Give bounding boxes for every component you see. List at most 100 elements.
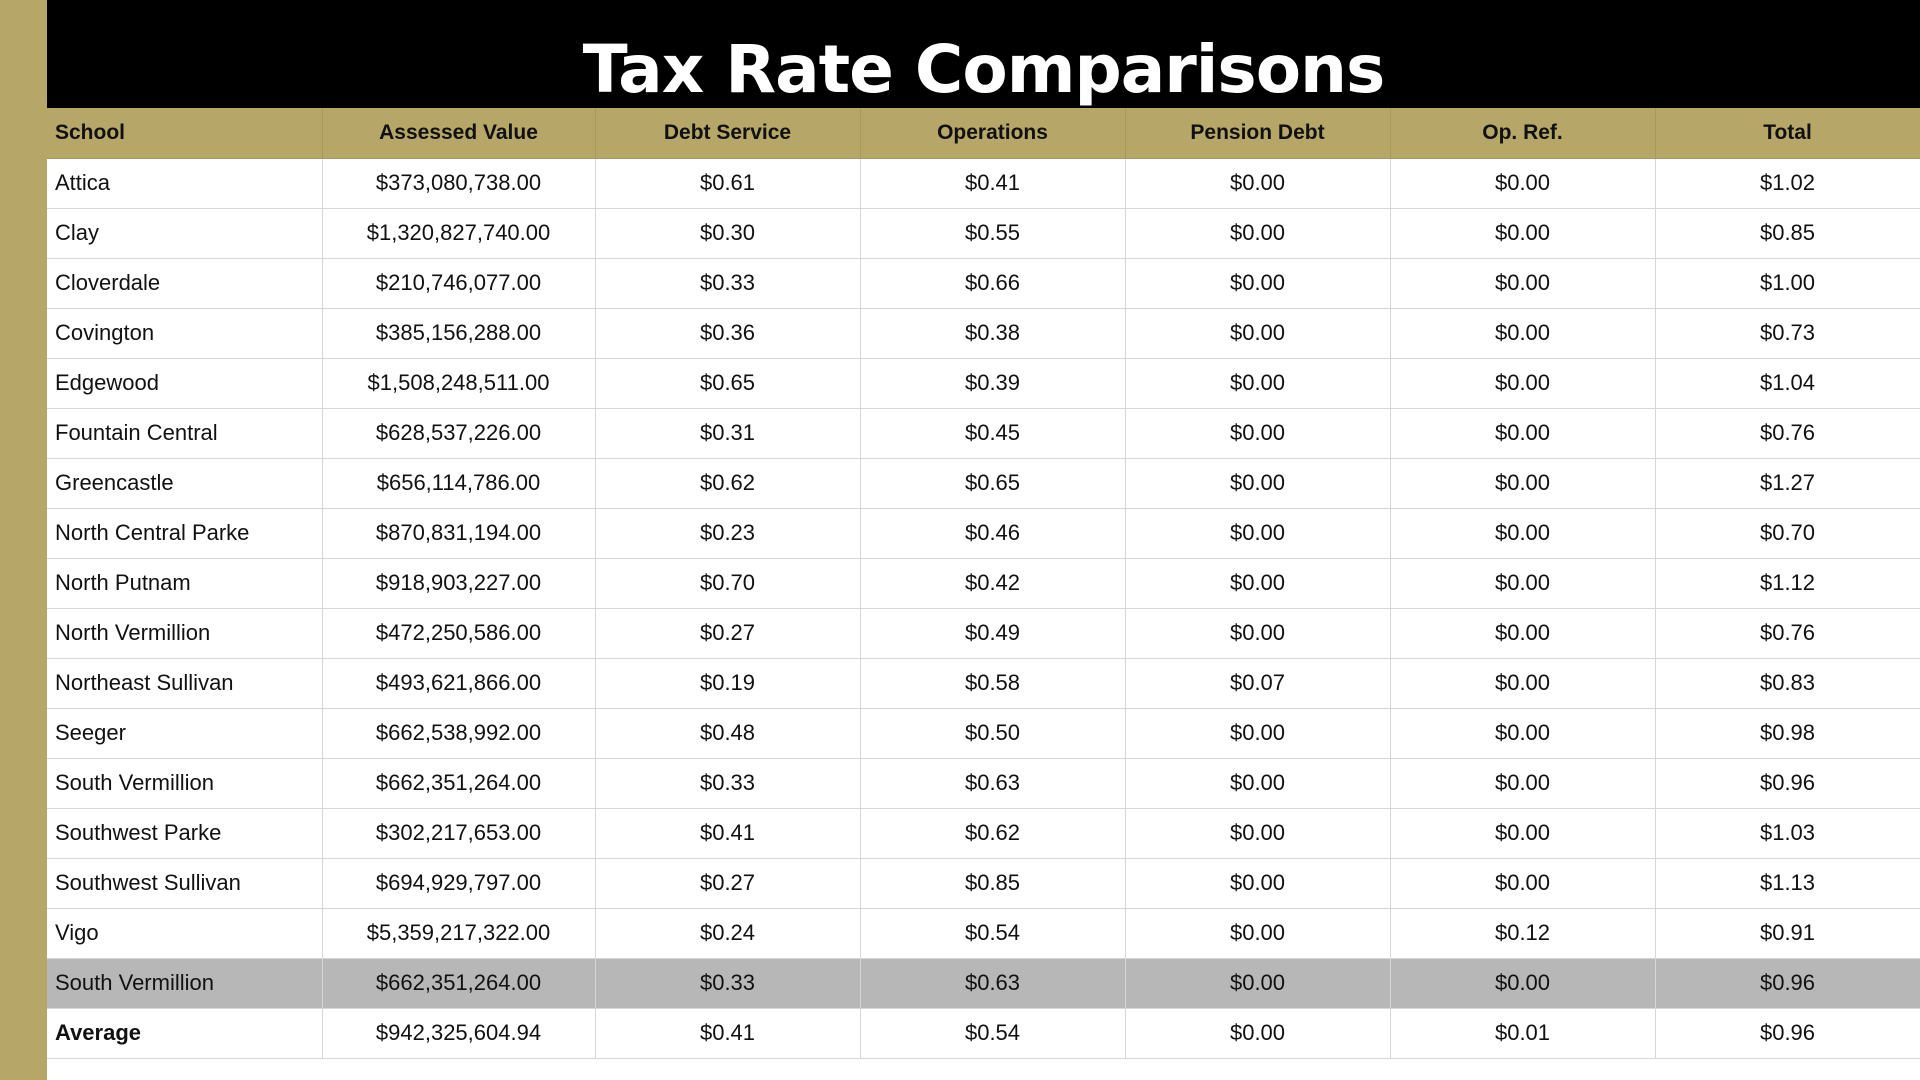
operations-cell: $0.54 <box>860 1008 1126 1059</box>
debt-service-cell: $0.24 <box>595 908 861 959</box>
pension-debt-cell: $0.00 <box>1125 508 1391 559</box>
operations-cell: $0.63 <box>860 758 1126 809</box>
table-row: Seeger $662,538,992.00 $0.48 $0.50 $0.00 $0.0… <box>47 708 1920 759</box>
school-cell: North Central Parke <box>47 508 323 559</box>
pension-debt-cell: $0.00 <box>1125 608 1391 659</box>
op-ref-cell: $0.00 <box>1390 158 1656 209</box>
total-cell: $0.96 <box>1655 1008 1920 1059</box>
assessed-value-cell: $628,537,226.00 <box>322 408 596 459</box>
table-row-highlighted: South Vermillion $662,351,264.00 $0.33 $0.6… <box>47 958 1920 1009</box>
operations-cell: $0.62 <box>860 808 1126 859</box>
school-cell: South Vermillion <box>47 958 323 1009</box>
assessed-value-cell: $662,538,992.00 <box>322 708 596 759</box>
table-row: Attica $373,080,738.00 $0.61 $0.41 $0.00 $0.0… <box>47 158 1920 209</box>
pension-debt-cell: $0.00 <box>1125 1008 1391 1059</box>
assessed-value-cell: $1,508,248,511.00 <box>322 358 596 409</box>
table-row: North Putnam $918,903,227.00 $0.70 $0.42 $0.… <box>47 558 1920 609</box>
school-cell: Southwest Parke <box>47 808 323 859</box>
school-cell: Greencastle <box>47 458 323 509</box>
op-ref-cell: $0.00 <box>1390 658 1656 709</box>
operations-cell: $0.46 <box>860 508 1126 559</box>
table-row: Cloverdale $210,746,077.00 $0.33 $0.66 $0.00… <box>47 258 1920 309</box>
operations-cell: $0.55 <box>860 208 1126 259</box>
assessed-value-cell: $662,351,264.00 <box>322 758 596 809</box>
total-cell: $0.73 <box>1655 308 1920 359</box>
total-cell: $1.27 <box>1655 458 1920 509</box>
debt-service-cell: $0.65 <box>595 358 861 409</box>
school-cell: Seeger <box>47 708 323 759</box>
school-cell: Vigo <box>47 908 323 959</box>
assessed-value-cell: $918,903,227.00 <box>322 558 596 609</box>
op-ref-cell: $0.00 <box>1390 508 1656 559</box>
assessed-value-cell: $472,250,586.00 <box>322 608 596 659</box>
column-header-pension-debt: Pension Debt <box>1125 108 1391 159</box>
pension-debt-cell: $0.00 <box>1125 858 1391 909</box>
table-row: Edgewood $1,508,248,511.00 $0.65 $0.39 $0.00… <box>47 358 1920 409</box>
table-row: Fountain Central $628,537,226.00 $0.31 $0.4… <box>47 408 1920 459</box>
column-header-total: Total <box>1655 108 1920 159</box>
operations-cell: $0.58 <box>860 658 1126 709</box>
operations-cell: $0.49 <box>860 608 1126 659</box>
debt-service-cell: $0.62 <box>595 458 861 509</box>
assessed-value-cell: $385,156,288.00 <box>322 308 596 359</box>
table-row: North Central Parke $870,831,194.00 $0.23 $… <box>47 508 1920 559</box>
pension-debt-cell: $0.07 <box>1125 658 1391 709</box>
pension-debt-cell: $0.00 <box>1125 758 1391 809</box>
operations-cell: $0.41 <box>860 158 1126 209</box>
total-cell: $0.96 <box>1655 958 1920 1009</box>
table-row: South Vermillion $662,351,264.00 $0.33 $0.6… <box>47 758 1920 809</box>
assessed-value-cell: $656,114,786.00 <box>322 458 596 509</box>
debt-service-cell: $0.31 <box>595 408 861 459</box>
column-header-operations: Operations <box>860 108 1126 159</box>
table-row: North Vermillion $472,250,586.00 $0.27 $0.4… <box>47 608 1920 659</box>
title-banner <box>47 0 1920 108</box>
left-accent-bar <box>0 0 47 1080</box>
total-cell: $0.70 <box>1655 508 1920 559</box>
total-cell: $1.00 <box>1655 258 1920 309</box>
debt-service-cell: $0.61 <box>595 158 861 209</box>
op-ref-cell: $0.00 <box>1390 708 1656 759</box>
pension-debt-cell: $0.00 <box>1125 358 1391 409</box>
table-row: Covington $385,156,288.00 $0.36 $0.38 $0.00 $… <box>47 308 1920 359</box>
pension-debt-cell: $0.00 <box>1125 308 1391 359</box>
total-cell: $0.83 <box>1655 658 1920 709</box>
op-ref-cell: $0.00 <box>1390 558 1656 609</box>
total-cell: $1.12 <box>1655 558 1920 609</box>
operations-cell: $0.85 <box>860 858 1126 909</box>
total-cell: $0.76 <box>1655 608 1920 659</box>
pension-debt-cell: $0.00 <box>1125 958 1391 1009</box>
operations-cell: $0.66 <box>860 258 1126 309</box>
column-header-school: School <box>47 108 323 159</box>
pension-debt-cell: $0.00 <box>1125 458 1391 509</box>
school-cell: South Vermillion <box>47 758 323 809</box>
table-row-average: Average $942,325,604.94 $0.41 $0.54 $0.00 $0.… <box>47 1008 1920 1059</box>
op-ref-cell: $0.00 <box>1390 858 1656 909</box>
school-cell: North Putnam <box>47 558 323 609</box>
table-row: Clay $1,320,827,740.00 $0.30 $0.55 $0.00 $0.0… <box>47 208 1920 259</box>
assessed-value-cell: $662,351,264.00 <box>322 958 596 1009</box>
assessed-value-cell: $302,217,653.00 <box>322 808 596 859</box>
column-header-debt-service: Debt Service <box>595 108 861 159</box>
assessed-value-cell: $870,831,194.00 <box>322 508 596 559</box>
debt-service-cell: $0.41 <box>595 1008 861 1059</box>
pension-debt-cell: $0.00 <box>1125 208 1391 259</box>
op-ref-cell: $0.00 <box>1390 208 1656 259</box>
school-cell: Clay <box>47 208 323 259</box>
debt-service-cell: $0.27 <box>595 858 861 909</box>
pension-debt-cell: $0.00 <box>1125 908 1391 959</box>
assessed-value-cell: $694,929,797.00 <box>322 858 596 909</box>
school-cell: Northeast Sullivan <box>47 658 323 709</box>
total-cell: $1.04 <box>1655 358 1920 409</box>
assessed-value-cell: $5,359,217,322.00 <box>322 908 596 959</box>
table-row: Greencastle $656,114,786.00 $0.62 $0.65 $0.0… <box>47 458 1920 509</box>
debt-service-cell: $0.23 <box>595 508 861 559</box>
debt-service-cell: $0.30 <box>595 208 861 259</box>
table-header-row: School Assessed Value Debt Service Opera… <box>47 108 1920 159</box>
op-ref-cell: $0.00 <box>1390 958 1656 1009</box>
school-cell: Fountain Central <box>47 408 323 459</box>
operations-cell: $0.50 <box>860 708 1126 759</box>
pension-debt-cell: $0.00 <box>1125 408 1391 459</box>
operations-cell: $0.65 <box>860 458 1126 509</box>
operations-cell: $0.42 <box>860 558 1126 609</box>
total-cell: $0.85 <box>1655 208 1920 259</box>
